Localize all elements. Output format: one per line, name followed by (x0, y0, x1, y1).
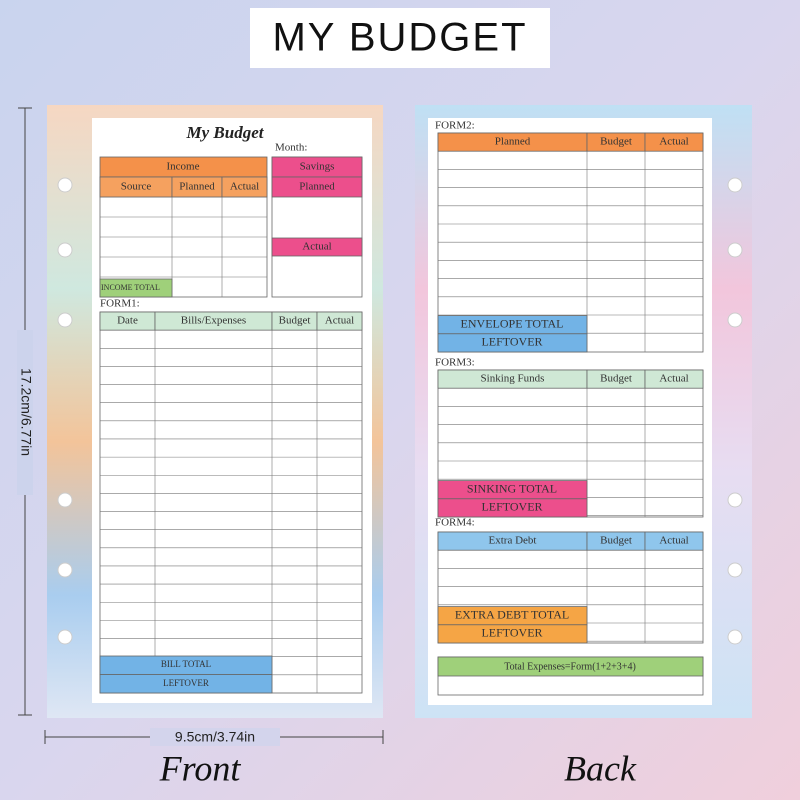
header-cell (316, 311, 363, 331)
column-header: Budget (600, 535, 632, 547)
savings-actual: Actual (302, 241, 331, 253)
leftover-cell (437, 498, 588, 518)
form-total: SINKING TOTAL (467, 481, 557, 495)
hole (57, 492, 73, 508)
form-label: FORM3: (435, 357, 475, 369)
column-header: Extra Debt (489, 535, 537, 547)
hole (57, 242, 73, 258)
savings-planned: Planned (299, 181, 335, 193)
hole (57, 562, 73, 578)
savings-actual-cell (271, 237, 363, 257)
column-header: Actual (230, 181, 259, 193)
hole (727, 492, 743, 508)
title: MY BUDGET (272, 16, 527, 60)
column-header: Bills/Expenses (181, 315, 246, 327)
summary: Total Expenses=Form(1+2+3+4) (504, 661, 636, 672)
column-header: Source (121, 181, 152, 193)
column-header: Actual (659, 136, 688, 148)
form-label: FORM2: (435, 120, 475, 132)
hole (57, 177, 73, 193)
column-header: Planned (495, 136, 531, 148)
back-label: Back (564, 748, 637, 788)
column-header: Sinking Funds (481, 373, 545, 385)
header-cell (221, 176, 268, 198)
leftover-cell (99, 674, 273, 694)
hole (57, 312, 73, 328)
column-header: Planned (179, 181, 215, 193)
form-total: EXTRA DEBT TOTAL (455, 607, 569, 621)
leftover-cell (437, 624, 588, 644)
height-label-bg (17, 330, 33, 495)
savings-planned-cell (271, 176, 363, 198)
column-header: Actual (659, 373, 688, 385)
column-header: Budget (279, 315, 311, 327)
leftover: LEFTOVER (163, 678, 209, 688)
income-total-cell (99, 278, 173, 298)
title-box (250, 8, 550, 68)
form-total: ENVELOPE TOTAL (461, 316, 564, 330)
column-header: Budget (600, 136, 632, 148)
front-sheet (92, 118, 372, 703)
summary-header (437, 656, 704, 677)
leftover: LEFTOVER (481, 500, 542, 514)
hole (727, 242, 743, 258)
header-cell (644, 531, 704, 551)
header-cell (644, 132, 704, 152)
width-label: 9.5cm/3.74in (175, 729, 255, 745)
hole (727, 562, 743, 578)
month-label: Month: (275, 142, 307, 154)
hole (727, 177, 743, 193)
sheet-title: My Budget (186, 123, 265, 142)
column-header: Actual (659, 535, 688, 547)
width-label-bg (150, 728, 280, 746)
savings-title: Savings (300, 161, 335, 173)
hole (727, 312, 743, 328)
height-label: 17.2cm/6.77in (18, 368, 34, 456)
leftover-cell (437, 333, 588, 353)
leftover: LEFTOVER (481, 626, 542, 640)
bill-total: BILL TOTAL (161, 659, 211, 669)
front-label: Front (159, 748, 242, 788)
income-total: INCOME TOTAL (101, 283, 160, 292)
column-header: Date (117, 315, 138, 327)
form-label: FORM1: (100, 298, 140, 310)
hole (727, 629, 743, 645)
leftover: LEFTOVER (481, 335, 542, 349)
header-cell (644, 369, 704, 389)
hole (57, 629, 73, 645)
income-title: Income (167, 161, 200, 173)
column-header: Actual (325, 315, 354, 327)
column-header: Budget (600, 373, 632, 385)
form-label: FORM4: (435, 517, 475, 529)
